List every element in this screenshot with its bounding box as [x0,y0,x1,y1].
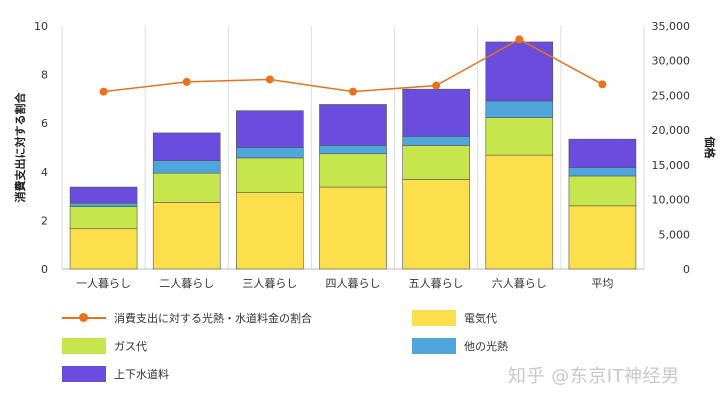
bar-segment [236,157,304,193]
x-tick-label: 三人暮らし [242,276,297,290]
y-right-tick-label: 0 [683,263,690,276]
x-tick-label: 四人暮らし [326,276,381,290]
bar-segment [568,167,637,177]
bar-segment [485,154,554,270]
y-left-tick-label: 4 [41,166,48,179]
bar-segment [69,202,138,207]
y-left-tick-label: 10 [34,20,48,33]
y-right-tick-label: 15,000 [652,159,691,172]
y-right-tick-label: 10,000 [652,194,691,207]
bar-segment [69,186,138,204]
y-left-axis-title: 消費支出に対する割合 [13,92,27,203]
bar-segment [402,179,470,270]
x-tick-label: 五人暮らし [409,276,464,290]
y-right-tick-label: 25,000 [652,89,691,102]
bar-segment [568,175,637,207]
ratio-point [515,35,524,44]
bar-segment [319,145,387,155]
bar-segment [568,138,637,168]
y-right-tick-label: 30,000 [652,55,691,68]
y-right-axis-title: 価格 [703,136,717,160]
bar-segment [319,186,387,270]
bar-segment [319,104,387,146]
y-right-tick-label: 5,000 [659,228,691,241]
x-tick-label: 平均 [591,277,613,290]
bar-segment [485,41,554,102]
bar-segment [402,136,470,146]
y-left-tick-label: 0 [41,263,48,276]
x-tick-label: 一人暮らし [76,276,131,290]
ratio-point [265,75,274,84]
bar-segment [485,100,554,118]
ratio-point [99,87,108,96]
bar-segment [402,145,470,180]
bar-segment [485,117,554,156]
bar-segment [319,153,387,188]
ratio-point [432,81,441,90]
bar-segment [152,132,221,161]
ratio-point [349,87,357,96]
x-tick-label: 二人暮らし [159,276,214,290]
bar-segment [236,192,304,270]
bar-segment [69,206,138,230]
bar-segment [402,88,470,137]
bar-segment [568,205,637,270]
y-left-tick-label: 8 [41,69,48,82]
y-left-tick-label: 2 [41,214,48,227]
bar-segment [152,202,221,270]
bar-segment [236,110,304,148]
y-right-tick-label: 20,000 [652,124,691,137]
ratio-point [182,77,191,86]
bar-segment [152,160,221,174]
watermark: 知乎 @东京IT神经男 [508,366,680,387]
bar-segment [69,228,138,270]
x-tick-label: 六人暮らし [492,276,547,290]
y-left-tick-label: 6 [41,117,48,130]
y-right-tick-label: 35,000 [652,20,691,33]
bar-segment [236,147,304,159]
ratio-point [598,80,607,89]
bar-segment [152,172,221,203]
